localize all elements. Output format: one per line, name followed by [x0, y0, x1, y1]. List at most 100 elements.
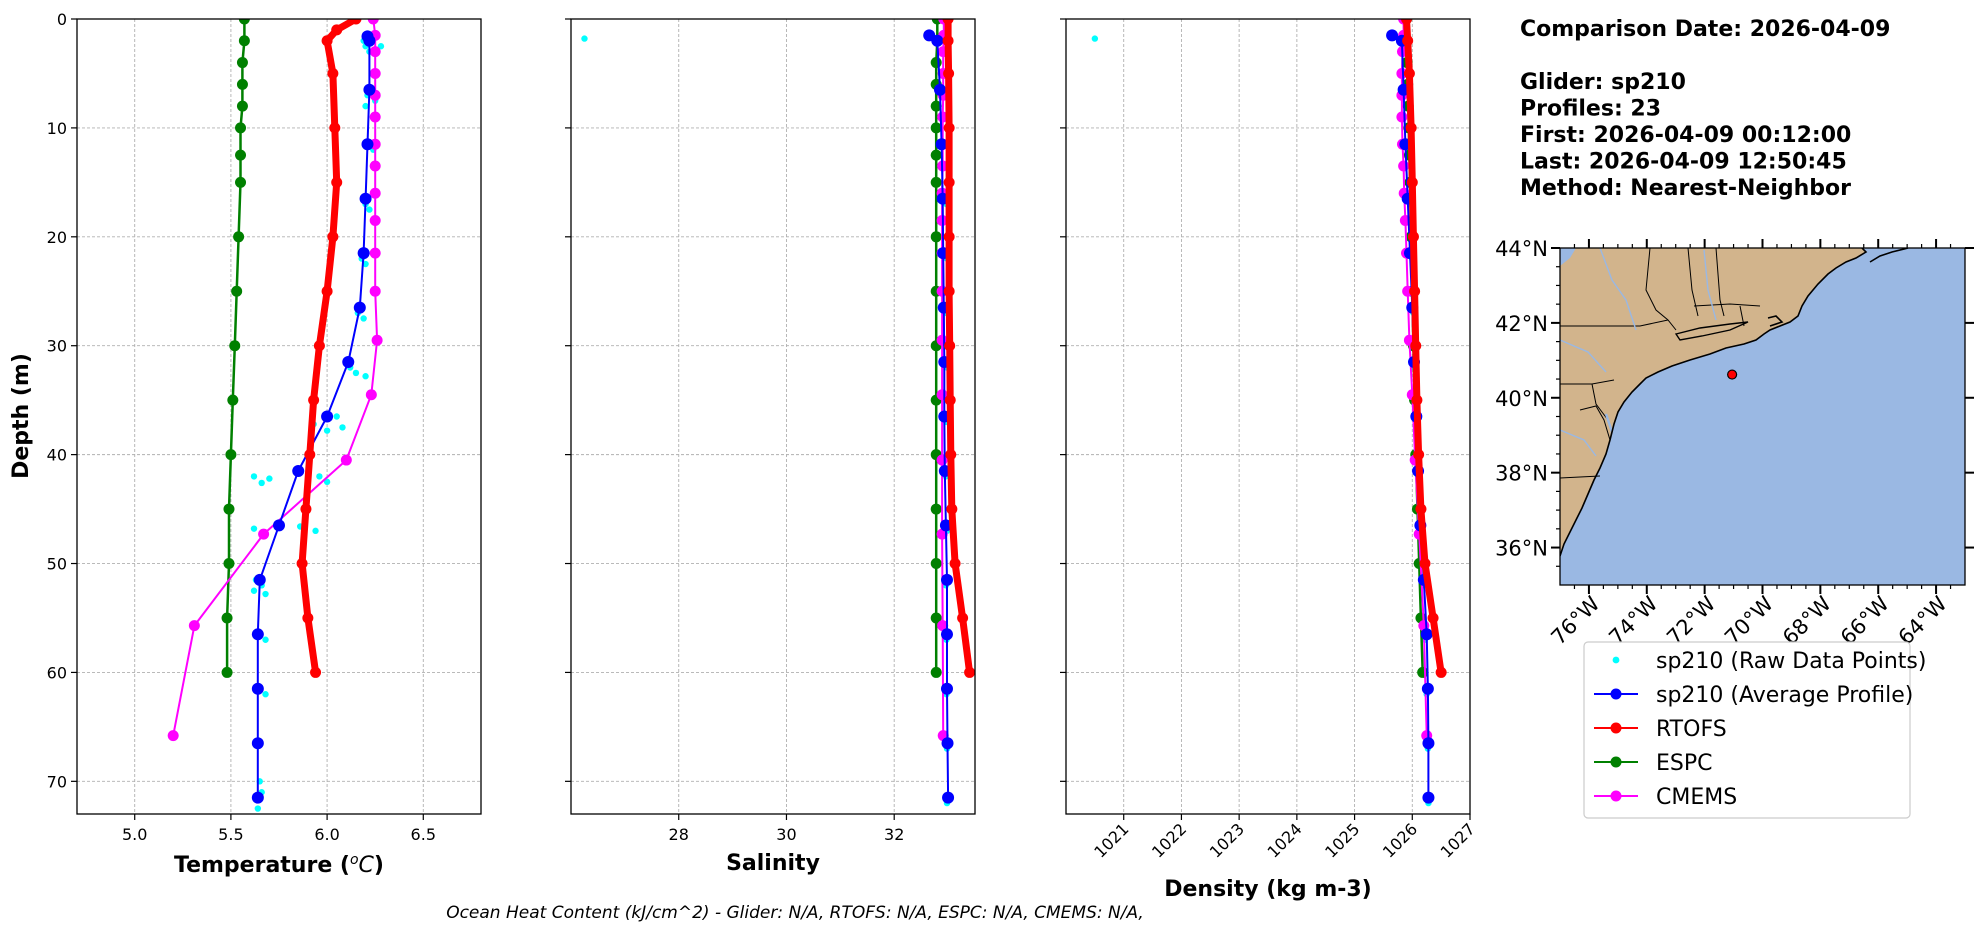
temperature-rtofs-point: [313, 340, 325, 352]
legend-label-espc: ESPC: [1656, 751, 1713, 776]
density-raw-point: [1091, 35, 1099, 42]
temperature-espc-point: [221, 612, 233, 624]
map-lon-label: 76°W: [1546, 591, 1604, 649]
temperature-glider-point: [363, 83, 376, 96]
temperature-glider-point: [273, 519, 285, 532]
temperature-grid: [77, 18, 481, 814]
legend-swatch-raw: [1612, 656, 1620, 664]
depth-tick-label: 70: [47, 772, 67, 791]
temperature-raw-point: [250, 525, 258, 532]
salinity-rtofs-point: [944, 340, 956, 352]
density-glider-point: [1422, 737, 1435, 750]
salinity-frame: [570, 18, 976, 815]
temperature-espc-point: [223, 503, 235, 515]
temperature-rtofs-point: [350, 19, 362, 25]
temperature-cmems-point: [369, 160, 381, 172]
temperature-cmems-point: [369, 46, 381, 58]
legend-label-glider: sp210 (Average Profile): [1656, 683, 1913, 708]
legend-label-rtofs: RTOFS: [1656, 717, 1727, 742]
map-lat-label: 38°N: [1495, 462, 1548, 486]
temperature-raw-point: [362, 102, 369, 110]
temperature-rtofs-point: [331, 24, 343, 36]
temperature-rtofs-point: [310, 666, 322, 678]
temperature-espc-point: [236, 78, 248, 90]
temperature-cmems-line: [172, 19, 379, 737]
chesapeake-bay: [1596, 413, 1614, 485]
temperature-frame: [76, 18, 482, 815]
salinity-panel: 28 30 32 Salinity: [565, 18, 976, 876]
temperature-glider-point: [251, 682, 264, 695]
map-lon-label: 66°W: [1836, 591, 1894, 649]
temperature-espc-point: [233, 231, 245, 243]
temperature-rtofs-point: [296, 558, 308, 570]
density-rtofs-point: [1403, 67, 1415, 79]
temperature-raw-point: [377, 43, 385, 50]
temperature-raw-point: [352, 369, 360, 377]
depth-tick-label: 10: [47, 119, 67, 138]
salinity-glider-point: [942, 791, 955, 804]
temperature-rtofs-point: [327, 67, 339, 79]
temperature-rtofs-point: [329, 122, 341, 134]
depth-tick-label: 30: [47, 337, 67, 356]
temperature-raw-point: [362, 373, 369, 380]
density-rtofs-point: [1401, 19, 1413, 25]
salinity-espc-point: [930, 503, 942, 515]
depth-tick-label: 0: [57, 10, 67, 29]
map-lon-label: 64°W: [1894, 591, 1952, 649]
depth-tick-label: 50: [47, 555, 67, 574]
temperature-glider-point: [321, 410, 334, 423]
temperature-xtick-label: 5.0: [122, 825, 147, 844]
temperature-glider-point: [363, 34, 376, 47]
legend-swatch-rtofs: [1610, 722, 1622, 734]
nova-scotia-coast: [1869, 248, 1909, 263]
temperature-glider-point: [342, 356, 355, 369]
temperature-panel: 5.0 5.5 6.0 6.5 0 10 20 30 40 50 60 70 Temperature …: [9, 10, 482, 878]
temperature-raw-point: [250, 473, 258, 480]
lake-area: [1560, 248, 1576, 266]
temperature-glider-point: [292, 464, 305, 477]
salinity-glider-point: [935, 138, 948, 151]
temperature-glider-point: [353, 301, 366, 314]
temperature-cmems-point: [369, 111, 381, 123]
salinity-glider-point: [940, 682, 953, 695]
temperature-espc-point: [235, 149, 247, 161]
info-line: Last: 2026-04-09 12:50:45: [1520, 150, 1847, 175]
salinity-rtofs-point: [943, 231, 955, 243]
salinity-rtofs-point: [942, 19, 954, 25]
salinity-rtofs-point: [943, 285, 955, 297]
temperature-rtofs-point: [327, 231, 339, 243]
salinity-marks: [581, 19, 975, 807]
info-line: Method: Nearest-Neighbor: [1520, 176, 1851, 201]
salinity-glider-point: [939, 519, 952, 532]
salinity-rtofs-point: [942, 35, 954, 47]
density-rtofs-point: [1419, 558, 1431, 570]
density-glider-point: [1421, 682, 1434, 695]
temperature-raw-point: [258, 479, 265, 487]
footer-ohc-note: Ocean Heat Content (kJ/cm^2) - Glider: N…: [446, 903, 1144, 923]
salinity-glider-point: [940, 628, 953, 641]
legend-label-cmems: CMEMS: [1656, 785, 1737, 810]
density-rtofs-point: [1435, 666, 1447, 678]
density-rtofs-point: [1407, 231, 1419, 243]
temperature-raw-point: [262, 590, 269, 598]
depth-tick-label: 60: [47, 663, 67, 682]
density-rtofs-point: [1413, 449, 1425, 461]
legend: sp210 (Raw Data Points) sp210 (Average Pr…: [1583, 641, 1926, 819]
density-rtofs-point: [1409, 285, 1421, 297]
salinity-espc-point: [930, 122, 942, 134]
density-glider-point: [1420, 628, 1433, 641]
salinity-espc-point: [930, 666, 942, 678]
temperature-raw-point: [362, 260, 369, 268]
depth-axis-label: Depth (m): [9, 353, 34, 479]
temperature-espc-point: [236, 57, 248, 69]
density-axis-label: Density (kg m-3): [1164, 877, 1372, 902]
density-cmems-point: [1396, 111, 1408, 123]
temperature-raw-point: [339, 424, 346, 431]
density-rtofs-point: [1402, 35, 1414, 47]
temperature-raw-point: [262, 636, 269, 643]
legend-box: [1583, 641, 1911, 819]
temperature-xtick-label: 6.0: [314, 825, 339, 844]
temperature-espc-point: [235, 122, 247, 134]
temperature-espc-point: [221, 666, 233, 678]
temperature-cmems-point: [371, 334, 383, 346]
